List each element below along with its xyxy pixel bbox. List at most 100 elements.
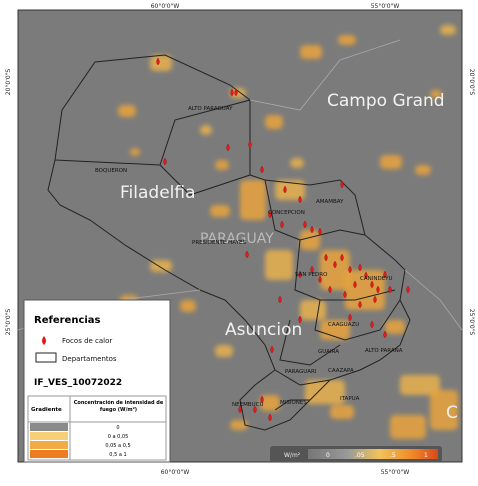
heat-spot bbox=[300, 230, 320, 250]
fire-icon bbox=[310, 225, 314, 234]
fire-points bbox=[156, 57, 410, 422]
department-label: CONCEPCION bbox=[268, 210, 305, 216]
fire-icon bbox=[376, 285, 380, 294]
heat-spot bbox=[275, 180, 305, 200]
heat-spot bbox=[150, 260, 172, 272]
legend-item: Focos de calor bbox=[62, 337, 112, 345]
fire-icon bbox=[238, 405, 242, 414]
heat-spot bbox=[300, 300, 326, 320]
fire-icon bbox=[234, 88, 238, 97]
heat-spot bbox=[338, 35, 356, 45]
fire-icon bbox=[283, 185, 287, 194]
department-label: ALTO PARAGUAY bbox=[188, 106, 233, 112]
legend-layer: IF_VES_10072022 bbox=[34, 378, 122, 388]
fire-icon bbox=[303, 220, 307, 229]
department-label: MISIONES bbox=[280, 400, 307, 406]
department-label: PRESIDENTE HAYES bbox=[192, 240, 246, 246]
heat-spot bbox=[200, 125, 212, 135]
coord-label: 60°0'0"W bbox=[151, 3, 180, 10]
department-label: ITAPUA bbox=[340, 396, 360, 402]
heat-spot bbox=[430, 90, 442, 98]
fire-icon bbox=[406, 285, 410, 294]
legend-fire-icon bbox=[42, 336, 46, 345]
fire-icon bbox=[226, 143, 230, 152]
heat-spot bbox=[180, 300, 196, 312]
coord-label: 55°0'0"W bbox=[371, 3, 400, 10]
place-label: Asuncion bbox=[225, 320, 302, 340]
fire-icon bbox=[163, 157, 167, 166]
fire-icon bbox=[333, 260, 337, 269]
heat-spot bbox=[290, 158, 304, 168]
fire-icon bbox=[268, 210, 272, 219]
table-row: 0,05 a 0,5 bbox=[105, 443, 130, 449]
fire-icon bbox=[280, 220, 284, 229]
heat-spot bbox=[300, 45, 322, 59]
fire-icon bbox=[340, 253, 344, 262]
heat-spot bbox=[230, 420, 248, 430]
fire-icon bbox=[298, 315, 302, 324]
fire-icon bbox=[364, 271, 368, 280]
fire-icon bbox=[358, 263, 362, 272]
heat-spot bbox=[320, 320, 350, 340]
fire-icon bbox=[156, 57, 160, 66]
fire-icon bbox=[260, 165, 264, 174]
heat-spot bbox=[390, 415, 426, 439]
heat-spot bbox=[265, 250, 293, 280]
fire-icon bbox=[383, 270, 387, 279]
fire-icon bbox=[270, 345, 274, 354]
department-label: CAAGUAZU bbox=[328, 322, 359, 328]
coord-label: 20°0'0"S bbox=[468, 69, 475, 96]
colorbar: W/m² 0 .05 .5 1 bbox=[270, 446, 442, 462]
colorbar-label: .05 bbox=[355, 452, 365, 459]
borders bbox=[47, 54, 411, 431]
heat-spot bbox=[215, 345, 233, 357]
heat-spot bbox=[415, 165, 431, 175]
legend-department-icon bbox=[35, 352, 57, 363]
colorbar-label: 0 bbox=[326, 452, 330, 459]
heat-spot bbox=[150, 55, 172, 71]
fire-icon bbox=[348, 265, 352, 274]
fire-icon bbox=[278, 295, 282, 304]
fire-icon bbox=[298, 270, 302, 279]
colorbar-label: .5 bbox=[390, 452, 396, 459]
fire-icon bbox=[353, 280, 357, 289]
heat-spot bbox=[240, 180, 266, 220]
heat-spot bbox=[210, 205, 230, 217]
fire-icon bbox=[348, 313, 352, 322]
heat-spot bbox=[260, 395, 280, 411]
fire-icon bbox=[328, 285, 332, 294]
department-label: CANINDEYU bbox=[360, 276, 393, 282]
department-label: CAAZAPA bbox=[328, 368, 354, 374]
department-label: AMAMBAY bbox=[316, 199, 344, 205]
fire-icon bbox=[260, 395, 264, 404]
heat-spot bbox=[385, 320, 405, 334]
coord-label: 55°0'0"W bbox=[381, 469, 410, 476]
fire-icon bbox=[324, 253, 328, 262]
legend-title: Referencias bbox=[34, 315, 101, 326]
table-row: 0,5 a 1 bbox=[109, 452, 126, 458]
table-header: Concentración de intensidad de fuego (W/… bbox=[73, 400, 164, 413]
fire-icon bbox=[298, 195, 302, 204]
heat-spot bbox=[430, 390, 458, 430]
legend: Referencias Focos de calor Departamentos… bbox=[23, 299, 171, 463]
fire-icon bbox=[343, 290, 347, 299]
coord-label: 60°0'0"W bbox=[161, 469, 190, 476]
department-label: BOQUERON bbox=[95, 168, 127, 174]
place-label: C bbox=[446, 403, 458, 423]
heat-spot bbox=[130, 148, 140, 156]
place-label: Filadelfia bbox=[120, 183, 196, 203]
heat-spot bbox=[118, 105, 136, 117]
department-label: SAN PEDRO bbox=[295, 272, 328, 278]
department-label: GUAIRA bbox=[318, 349, 339, 355]
fire-icon bbox=[318, 227, 322, 236]
fire-icon bbox=[373, 295, 377, 304]
colorbar-label: 1 bbox=[424, 452, 428, 459]
fire-icon bbox=[340, 180, 344, 189]
fire-icon bbox=[253, 405, 257, 414]
table-row: 0 bbox=[116, 425, 119, 431]
table-row: 0 a 0,05 bbox=[108, 434, 129, 440]
coord-label: 20°0'0"S bbox=[5, 69, 12, 96]
heat-spot bbox=[380, 155, 402, 169]
heat-spot bbox=[440, 25, 456, 35]
